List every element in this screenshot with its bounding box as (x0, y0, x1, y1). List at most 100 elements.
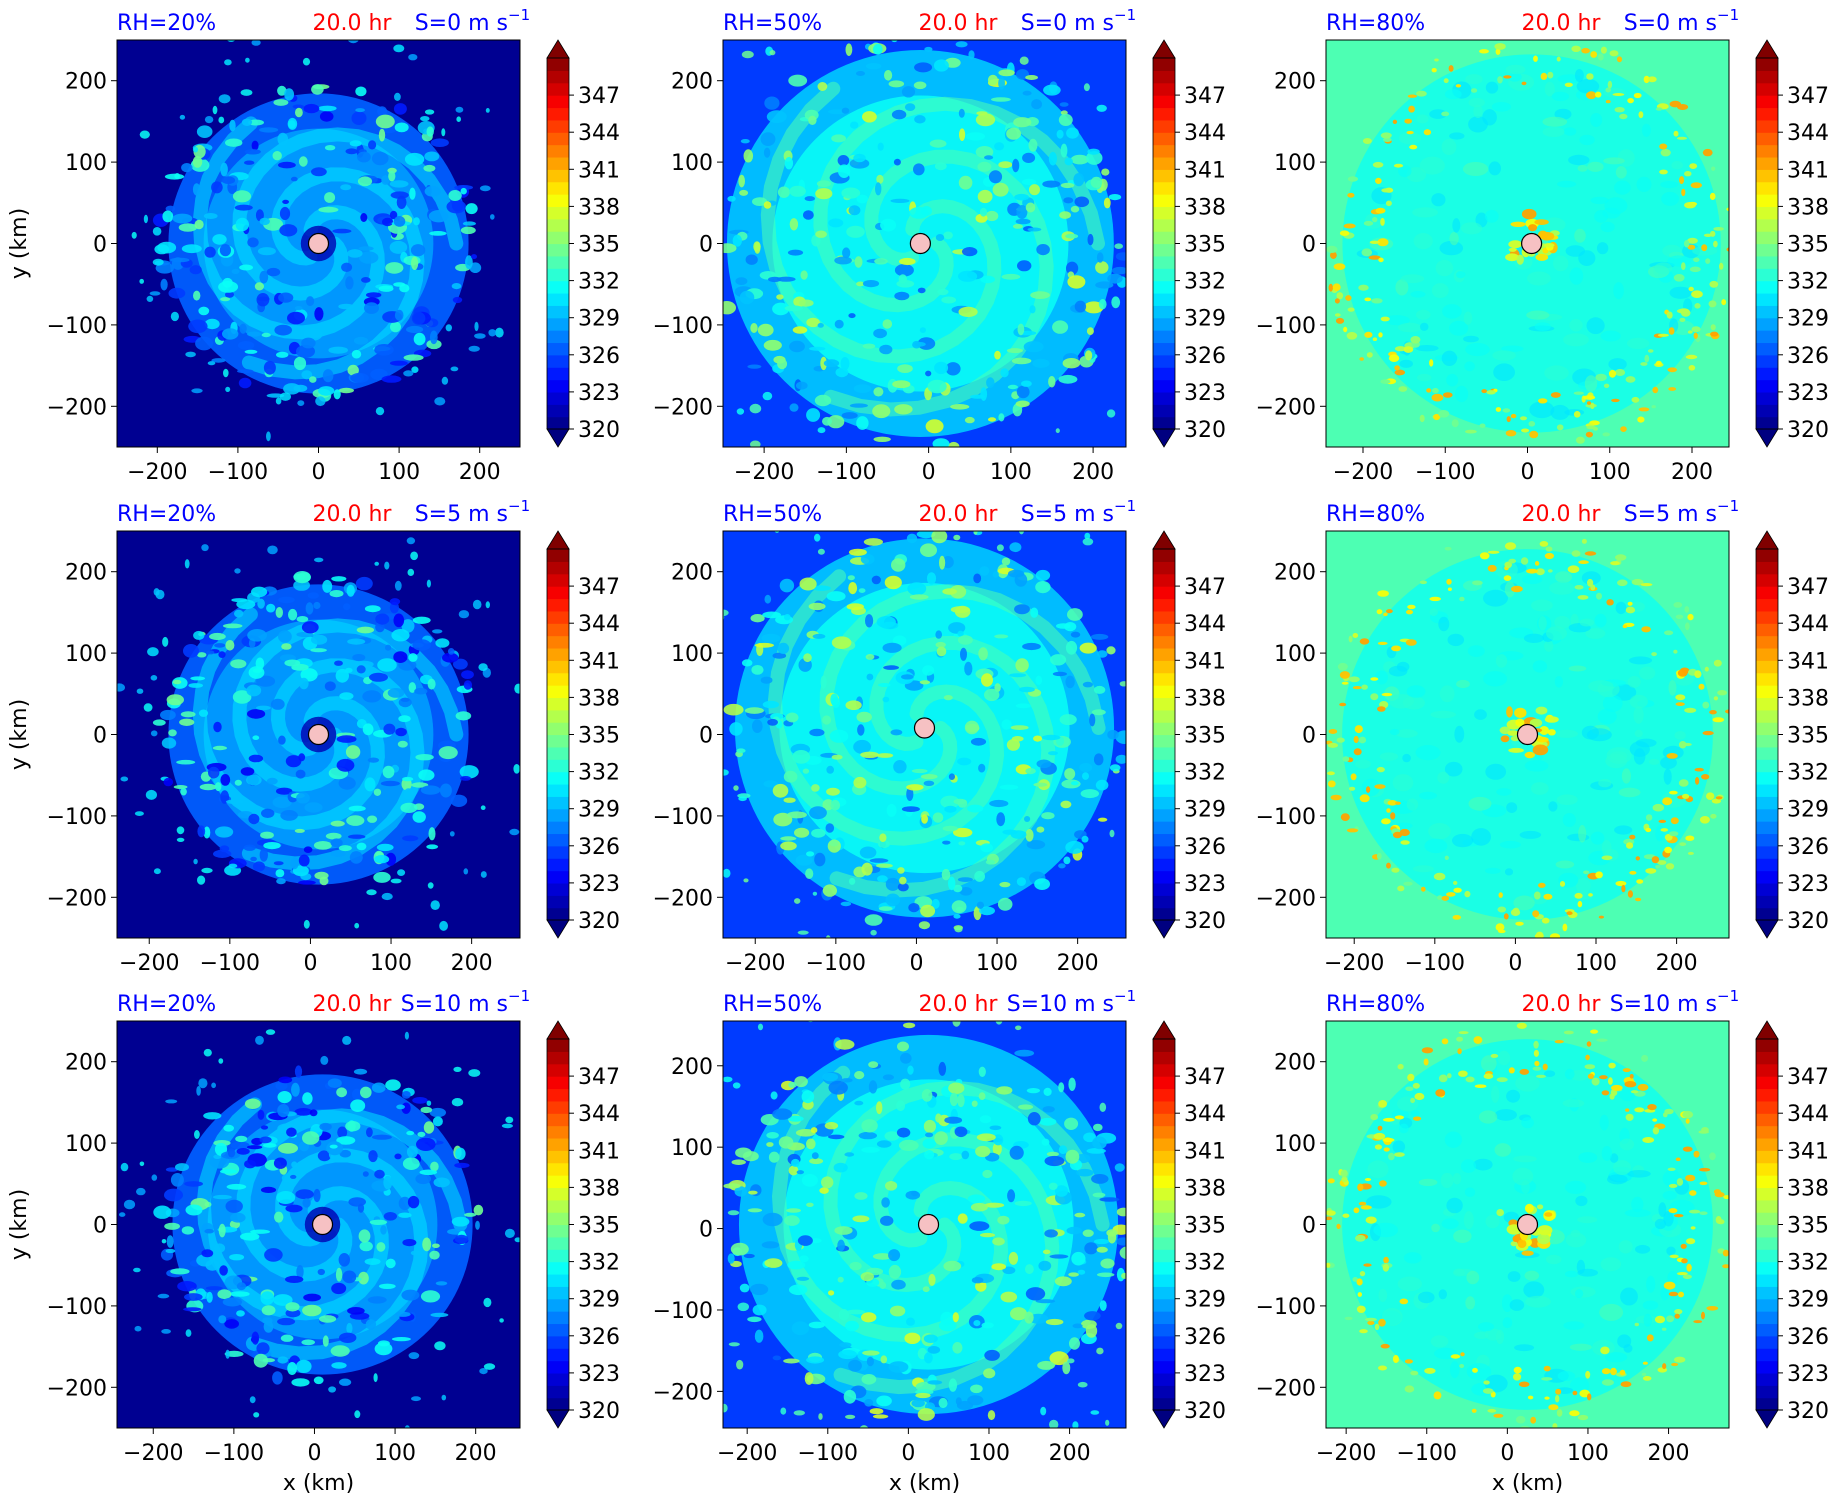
ring-cell (1586, 91, 1597, 100)
ring-cell (1358, 736, 1367, 744)
ring-cell (1365, 1216, 1377, 1224)
ring-cell (1483, 1380, 1490, 1385)
ring-cell (1387, 800, 1398, 806)
outer-cell (157, 1293, 170, 1299)
convective-cell (743, 149, 754, 163)
convective-cell (985, 1152, 1000, 1162)
ring-cell (1685, 354, 1698, 360)
ring-cell (1497, 906, 1507, 913)
colorbar-level (1756, 218, 1778, 232)
outer-cell (97, 259, 109, 268)
interior-cell (1497, 1050, 1511, 1066)
ring-cell (1336, 737, 1345, 743)
ring-cell (1371, 298, 1383, 304)
convective-cell (455, 1147, 466, 1161)
x-tick-label: 100 (1567, 1441, 1609, 1466)
convective-cell (250, 1229, 270, 1234)
colorbar-tick-label: 344 (1787, 121, 1829, 146)
convective-cell (301, 337, 316, 349)
convective-cell (1066, 127, 1079, 139)
convective-cell (295, 769, 306, 779)
convective-cell (280, 810, 298, 821)
convective-cell (439, 783, 452, 798)
colorbar-level (547, 95, 569, 109)
convective-cell (880, 1215, 894, 1226)
eyewall-cell (1506, 706, 1513, 718)
convective-cell (953, 884, 963, 893)
convective-cell (806, 851, 815, 857)
convective-cell (355, 86, 367, 97)
interior-cell (1395, 729, 1418, 738)
outer-cell (799, 468, 808, 477)
convective-cell (1027, 227, 1042, 232)
ring-cell (1622, 1068, 1631, 1073)
convective-cell (330, 850, 346, 857)
ring-cell (1472, 1367, 1478, 1373)
y-tick-label: −200 (1256, 1376, 1316, 1401)
convective-cell (435, 638, 450, 648)
convective-cell (353, 336, 369, 345)
plot-area (716, 468, 1126, 938)
colorbar-tick-label: 344 (1787, 1102, 1829, 1127)
ring-cell (1682, 793, 1690, 799)
convective-cell (1099, 1197, 1120, 1202)
convective-cell (984, 1349, 1000, 1361)
outer-cell (463, 868, 469, 875)
convective-cell (1043, 1087, 1052, 1096)
convective-cell (978, 647, 988, 661)
colorbar-level (1153, 549, 1175, 562)
convective-cell (291, 1378, 310, 1387)
convective-cell (792, 750, 811, 764)
convective-cell (901, 674, 914, 680)
ring-cell (1339, 230, 1350, 236)
convective-cell (293, 356, 307, 371)
ring-cell (1372, 337, 1378, 342)
convective-cell (766, 1132, 779, 1139)
ring-cell (1383, 1256, 1389, 1264)
ring-cell (1508, 558, 1516, 564)
outer-cell (468, 345, 480, 352)
convective-cell (465, 203, 478, 215)
convective-cell (161, 737, 177, 749)
convective-cell (989, 1125, 1002, 1131)
title-shear: S=10 m s (1007, 992, 1114, 1017)
outer-cell (131, 231, 137, 239)
convective-cell (869, 1408, 884, 1415)
outer-cell (716, 545, 722, 549)
convective-cell (739, 189, 749, 196)
ring-cell (1615, 880, 1627, 887)
colorbar-level (547, 771, 569, 785)
outer-cell (451, 1098, 464, 1107)
colorbar-tick-label: 335 (578, 233, 620, 258)
convective-cell (772, 1108, 793, 1120)
convective-cell (998, 413, 1005, 422)
convective-cell (227, 1148, 236, 1158)
convective-cell (222, 623, 243, 629)
outer-cell (499, 1318, 504, 1323)
outer-cell (161, 1239, 167, 1244)
convective-cell (747, 364, 762, 369)
outer-cell (134, 1325, 142, 1332)
colorbar-tick-label: 347 (578, 575, 620, 600)
convective-cell (777, 186, 790, 198)
convective-cell (406, 1130, 415, 1136)
ring-cell (1620, 426, 1627, 432)
convective-cell (1066, 261, 1079, 275)
interior-cell (1554, 676, 1564, 688)
outer-cell (134, 811, 144, 816)
interior-cell (1563, 333, 1589, 347)
convective-cell (921, 814, 928, 824)
ring-cell (1562, 923, 1568, 932)
colorbar-level (1756, 1360, 1778, 1374)
interior-cell (1474, 709, 1487, 720)
ring-cell (1347, 192, 1355, 198)
ring-cell (1374, 1144, 1382, 1150)
convective-cell (866, 673, 874, 681)
convective-cell (943, 695, 953, 701)
outer-cell (1003, 1495, 1010, 1499)
convective-cell (760, 676, 773, 684)
colorbar-level (1153, 144, 1175, 158)
ring-cell (1689, 1190, 1697, 1196)
title-shear-exponent: −1 (508, 6, 530, 24)
